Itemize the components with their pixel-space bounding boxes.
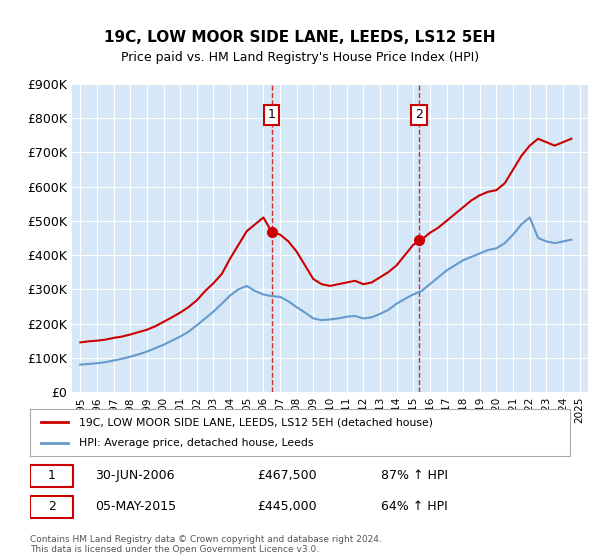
Text: £467,500: £467,500 bbox=[257, 469, 316, 483]
Text: Price paid vs. HM Land Registry's House Price Index (HPI): Price paid vs. HM Land Registry's House … bbox=[121, 52, 479, 64]
Text: 64% ↑ HPI: 64% ↑ HPI bbox=[381, 500, 448, 514]
Text: Contains HM Land Registry data © Crown copyright and database right 2024.
This d: Contains HM Land Registry data © Crown c… bbox=[30, 535, 382, 554]
FancyBboxPatch shape bbox=[30, 465, 73, 487]
Text: 05-MAY-2015: 05-MAY-2015 bbox=[95, 500, 176, 514]
Text: 2: 2 bbox=[415, 108, 423, 122]
Text: 19C, LOW MOOR SIDE LANE, LEEDS, LS12 5EH (detached house): 19C, LOW MOOR SIDE LANE, LEEDS, LS12 5EH… bbox=[79, 417, 433, 427]
Text: HPI: Average price, detached house, Leeds: HPI: Average price, detached house, Leed… bbox=[79, 438, 313, 448]
Text: 19C, LOW MOOR SIDE LANE, LEEDS, LS12 5EH: 19C, LOW MOOR SIDE LANE, LEEDS, LS12 5EH bbox=[104, 30, 496, 45]
Text: 30-JUN-2006: 30-JUN-2006 bbox=[95, 469, 175, 483]
Text: 1: 1 bbox=[47, 469, 56, 483]
Text: £445,000: £445,000 bbox=[257, 500, 316, 514]
FancyBboxPatch shape bbox=[30, 496, 73, 518]
Text: 2: 2 bbox=[47, 500, 56, 514]
Text: 87% ↑ HPI: 87% ↑ HPI bbox=[381, 469, 448, 483]
Text: 1: 1 bbox=[268, 108, 275, 122]
